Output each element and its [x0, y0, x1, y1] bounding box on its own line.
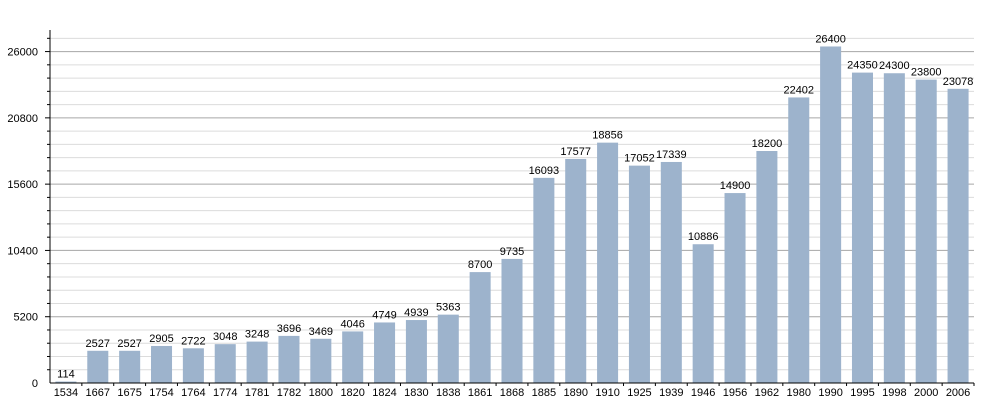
bar-1998 [883, 73, 905, 383]
data-label-1838: 5363 [436, 302, 460, 314]
data-label-1675: 2527 [117, 338, 141, 350]
y-tick-label-0: 0 [32, 378, 38, 390]
bar-1754 [151, 345, 173, 383]
bar-1962 [756, 151, 778, 383]
x-tick-label-1939: 1939 [659, 387, 683, 399]
grid-lines [50, 37, 974, 371]
data-label-1910: 18856 [592, 130, 623, 142]
x-tick-label-1675: 1675 [117, 387, 141, 399]
x-tick-label-1800: 1800 [309, 387, 333, 399]
x-tick-label-1861: 1861 [468, 387, 492, 399]
data-label-1995: 24350 [847, 60, 878, 72]
data-label-1774: 3048 [213, 331, 237, 343]
x-tick-label-2006: 2006 [946, 387, 970, 399]
data-label-1939: 17339 [656, 149, 687, 161]
data-label-1667: 2527 [86, 338, 110, 350]
y-tick-label-10400: 10400 [7, 245, 38, 257]
bar-2000 [915, 79, 937, 383]
x-tick-label-1995: 1995 [850, 387, 874, 399]
data-label-1998: 24300 [879, 60, 910, 72]
x-tick-label-1925: 1925 [627, 387, 651, 399]
x-tick-label-1868: 1868 [500, 387, 524, 399]
x-tick-label-1824: 1824 [372, 387, 396, 399]
x-tick-label-1820: 1820 [340, 387, 364, 399]
x-tick-label-1956: 1956 [723, 387, 747, 399]
x-tick-label-1980: 1980 [787, 387, 811, 399]
bar-1824 [374, 322, 396, 383]
bar-1782 [278, 335, 300, 383]
data-label-1820: 4046 [340, 318, 364, 330]
data-label-1534: 114 [57, 369, 75, 381]
bars [55, 46, 969, 384]
bar-1820 [342, 331, 364, 383]
data-label-1956: 14900 [720, 180, 751, 192]
bar-1774 [214, 344, 236, 383]
bar-1830 [405, 320, 427, 383]
x-tick-label-1667: 1667 [86, 387, 110, 399]
bar-1956 [724, 193, 746, 383]
y-tick-label-26000: 26000 [7, 47, 38, 59]
y-tick-label-5200: 5200 [14, 312, 38, 324]
bar-1800 [310, 338, 332, 383]
x-tick-label-1782: 1782 [277, 387, 301, 399]
x-tick-label-1885: 1885 [532, 387, 556, 399]
bar-1995 [851, 72, 873, 383]
x-tick-label-1890: 1890 [563, 387, 587, 399]
bar-1980 [788, 97, 810, 384]
labels: 114 1534 2527 1667 2527 1675 2905 1754 2722 1764 3… [7, 33, 973, 399]
x-tick-label-1534: 1534 [54, 387, 78, 399]
bar-1667 [87, 350, 109, 383]
x-tick-label-1830: 1830 [404, 387, 428, 399]
x-tick-label-1754: 1754 [149, 387, 173, 399]
bar-1675 [119, 350, 141, 383]
data-label-2000: 23800 [911, 67, 942, 79]
y-tick-label-15600: 15600 [7, 179, 38, 191]
data-label-1764: 2722 [181, 335, 205, 347]
data-label-1781: 3248 [245, 329, 269, 341]
data-label-1980: 22402 [783, 84, 814, 96]
data-label-1890: 17577 [560, 146, 591, 158]
bar-1838 [437, 314, 459, 383]
data-label-1824: 4749 [372, 309, 396, 321]
bar-1939 [660, 161, 682, 383]
bar-2006 [947, 88, 969, 383]
y-tick-label-20800: 20800 [7, 113, 38, 125]
bar-1764 [182, 348, 204, 383]
bar-1868 [501, 258, 523, 383]
x-tick-label-1962: 1962 [755, 387, 779, 399]
x-tick-label-1774: 1774 [213, 387, 237, 399]
bar-1946 [692, 244, 714, 383]
data-label-1946: 10886 [688, 231, 719, 243]
data-label-1754: 2905 [149, 333, 173, 345]
axes [45, 30, 975, 386]
x-tick-label-1910: 1910 [595, 387, 619, 399]
x-tick-label-1998: 1998 [882, 387, 906, 399]
data-label-1962: 18200 [752, 138, 783, 150]
bar-1910 [597, 142, 619, 383]
bar-1925 [628, 165, 650, 383]
x-tick-label-1764: 1764 [181, 387, 205, 399]
data-label-1925: 17052 [624, 153, 655, 165]
x-tick-label-1781: 1781 [245, 387, 269, 399]
x-tick-label-1838: 1838 [436, 387, 460, 399]
data-label-1800: 3469 [309, 326, 333, 338]
data-label-1861: 8700 [468, 259, 492, 271]
data-label-1990: 26400 [815, 33, 846, 45]
bar-1890 [565, 158, 587, 383]
data-label-1885: 16093 [529, 165, 560, 177]
data-label-1830: 4939 [404, 307, 428, 319]
bar-1781 [246, 341, 268, 383]
data-label-1868: 9735 [500, 246, 524, 258]
x-tick-label-1990: 1990 [818, 387, 842, 399]
bar-1534 [55, 381, 77, 383]
bar-1861 [469, 272, 491, 383]
data-label-2006: 23078 [943, 76, 974, 88]
data-label-1782: 3696 [277, 323, 301, 335]
bar-1885 [533, 177, 555, 383]
x-tick-label-1946: 1946 [691, 387, 715, 399]
x-tick-label-2000: 2000 [914, 387, 938, 399]
bar-1990 [820, 46, 842, 383]
